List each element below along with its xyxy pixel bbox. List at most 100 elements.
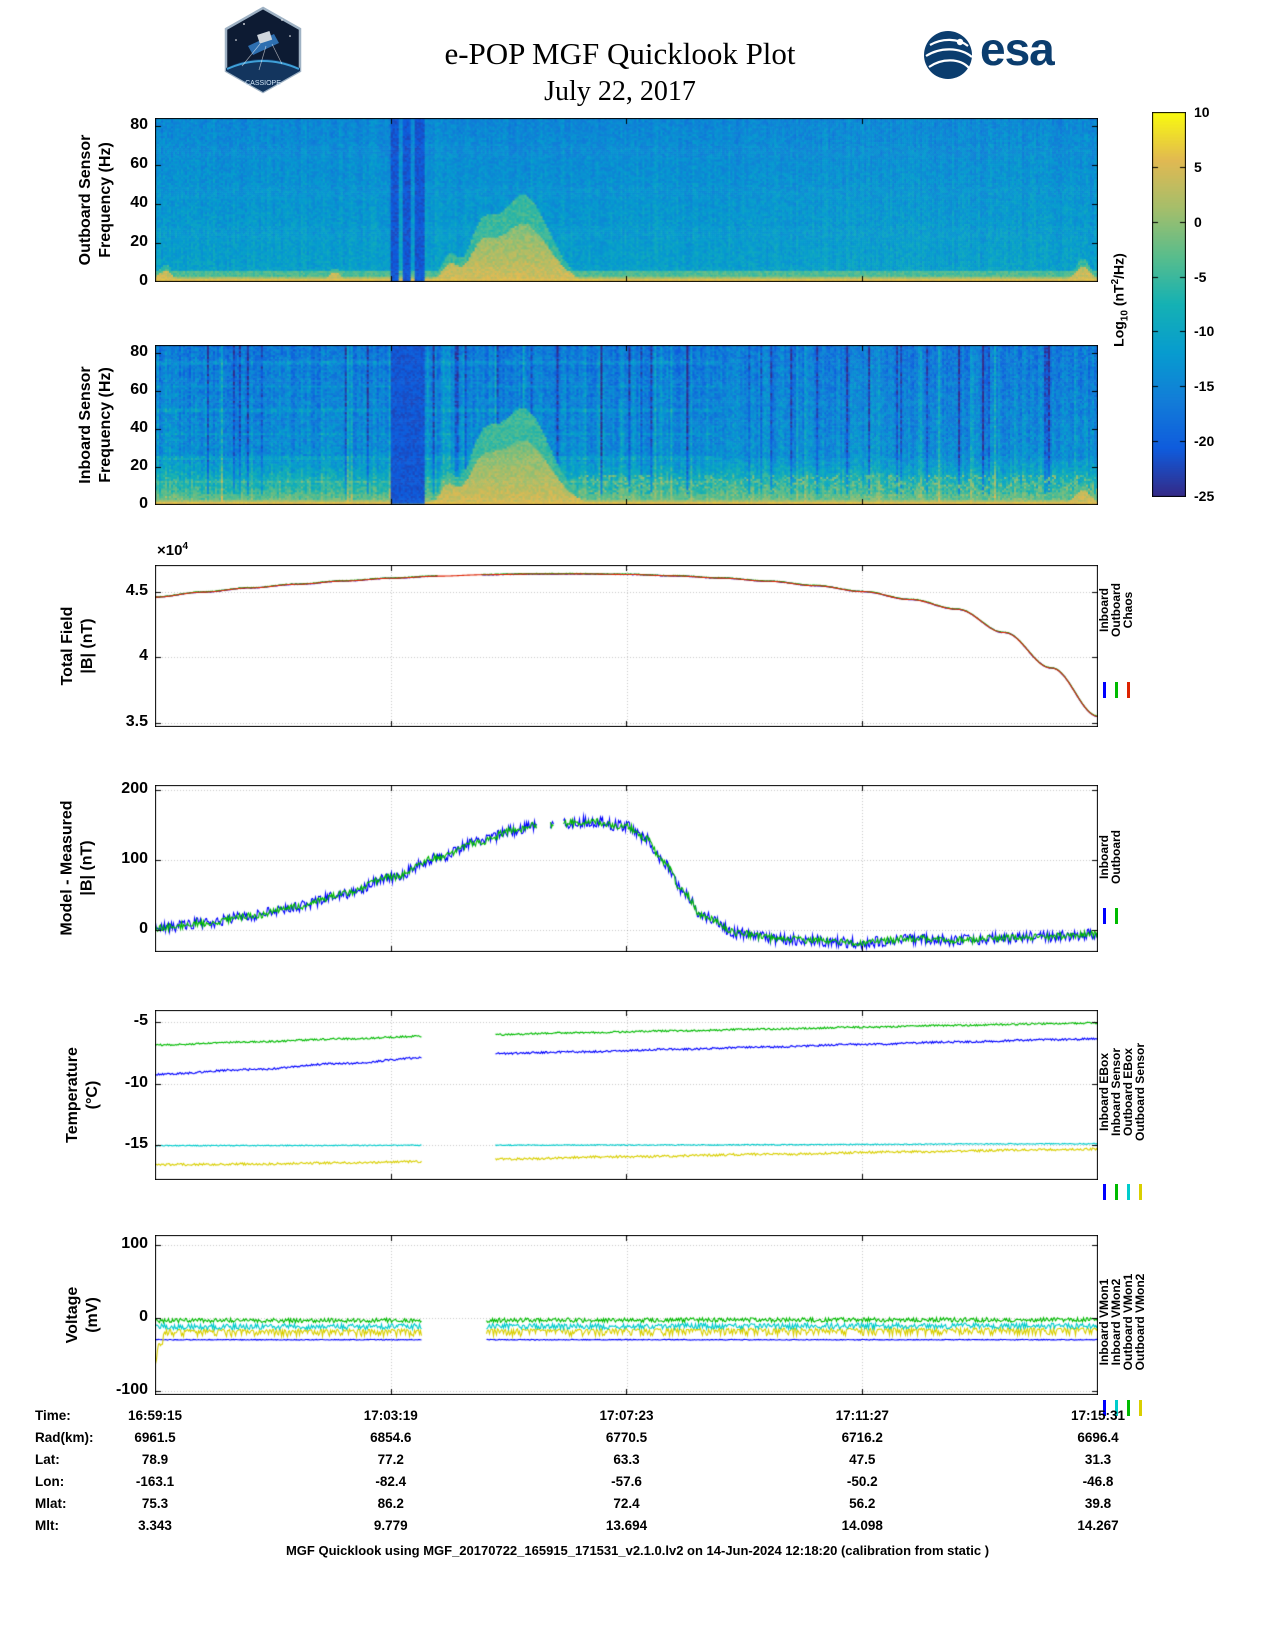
- y-tick-label: 60: [130, 154, 148, 172]
- legend-dash: [1139, 1184, 1142, 1200]
- colorbar-canvas: [1152, 112, 1186, 497]
- table-cell: 17:07:23: [599, 1408, 654, 1423]
- table-cell: 14.267: [1077, 1518, 1119, 1533]
- ylabel-line: Voltage: [64, 1286, 81, 1344]
- colorbar-tick-label: 0: [1194, 213, 1202, 230]
- legend-label: Outboard: [1109, 830, 1123, 884]
- table-cell: 6770.5: [605, 1430, 648, 1445]
- ylabel-line: Temperature: [64, 1047, 81, 1143]
- table-cell: -46.8: [1082, 1474, 1114, 1489]
- satellite-body: [257, 31, 273, 44]
- colorbar-label-part: /Hz): [1110, 253, 1127, 279]
- y-tick-label: 0: [139, 1307, 148, 1325]
- y-tick-label: -10: [124, 1073, 148, 1091]
- esa-logo-text: esa: [980, 23, 1055, 75]
- table-cell: 63.3: [613, 1452, 640, 1467]
- table-row-label: Rad(km):: [35, 1430, 94, 1445]
- star-icon: [281, 19, 283, 21]
- colorbar-tick-label: -25: [1194, 488, 1215, 504]
- legend-dash: [1115, 1184, 1118, 1200]
- legend-dash: [1127, 1400, 1130, 1416]
- legend-dash: [1103, 1400, 1106, 1416]
- table-cell: 78.9: [141, 1452, 169, 1467]
- model-measured-plot-canvas: [155, 785, 1098, 952]
- y-tick-label: -15: [124, 1135, 148, 1153]
- colorbar-tick-label: -10: [1194, 323, 1215, 340]
- colorbar-label-sub: 10: [1119, 310, 1131, 322]
- table-cell: 56.2: [849, 1496, 876, 1511]
- table-row-label: Lat:: [35, 1452, 60, 1467]
- colorbar-tick-label: -5: [1194, 268, 1207, 285]
- table-cell: 17:03:19: [363, 1408, 418, 1423]
- y-tick-label: 100: [121, 1235, 148, 1253]
- legend-label: Outboard Sensor: [1133, 1043, 1147, 1142]
- temperature-ylabel: Temperature (°C): [63, 1010, 103, 1180]
- legend-dash: [1127, 1184, 1130, 1200]
- y-tick-label: 0: [139, 272, 148, 289]
- table-cell: 6854.6: [370, 1430, 412, 1445]
- table-cell: 6961.5: [134, 1430, 176, 1445]
- footer-caption: MGF Quicklook using MGF_20170722_165915_…: [285, 1543, 990, 1558]
- ylabel-line: Model - Measured: [58, 800, 76, 936]
- colorbar-tick-label: 10: [1194, 104, 1210, 120]
- table-cell: 72.4: [613, 1496, 640, 1511]
- table-cell: 6716.2: [841, 1430, 883, 1445]
- legend-dash: [1103, 1184, 1106, 1200]
- colorbar-tick-label: 5: [1194, 158, 1202, 175]
- y-tick-label: 0: [139, 920, 148, 938]
- legend-dash: [1115, 682, 1118, 698]
- table-cell: 47.5: [849, 1452, 876, 1467]
- earth-atmosphere-arc: [226, 60, 300, 70]
- table-cell: 16:59:15: [127, 1408, 183, 1423]
- ylabel-line: (°C): [84, 1080, 101, 1110]
- y-tick-label: 100: [121, 850, 148, 868]
- voltage-plot-canvas: [155, 1235, 1098, 1395]
- table-cell: -82.4: [375, 1474, 407, 1489]
- table-row-label: Time:: [35, 1408, 71, 1423]
- y-axis-multiplier: ×104: [157, 541, 188, 559]
- voltage-ylabel: Voltage (mV): [63, 1235, 103, 1395]
- legend-dash: [1103, 682, 1106, 698]
- table-cell: 77.2: [377, 1452, 404, 1467]
- total-field-ylabel: Total Field |B| (nT): [58, 565, 98, 727]
- table-cell: -50.2: [846, 1474, 878, 1489]
- table-cell: 17:11:27: [835, 1408, 889, 1423]
- y-tick-label: 80: [130, 115, 148, 133]
- table-cell: 13.694: [605, 1518, 648, 1533]
- table-cell: 3.343: [138, 1518, 172, 1533]
- cassiope-logo: CASSIOPE: [224, 6, 302, 94]
- multiplier-exponent: 4: [182, 541, 189, 552]
- legend-label: Outboard VMon2: [1133, 1273, 1147, 1371]
- legend-dash: [1127, 682, 1130, 698]
- ylabel-line: |B| (nT): [78, 840, 96, 896]
- table-cell: 39.8: [1084, 1496, 1112, 1511]
- y-tick-label: 80: [130, 342, 148, 360]
- table-cell: 75.3: [141, 1496, 169, 1511]
- legend-dash: [1115, 1400, 1118, 1416]
- esa-emblem-icon: [924, 31, 973, 79]
- y-tick-label: 40: [130, 193, 148, 211]
- y-tick-label: 4.5: [125, 581, 148, 599]
- page-title: e-POP MGF Quicklook Plot: [444, 36, 796, 71]
- y-tick-label: 0: [139, 495, 148, 512]
- star-icon: [235, 39, 237, 41]
- total-field-plot-canvas: [155, 565, 1098, 727]
- ylabel-line: Outboard Sensor: [77, 134, 94, 266]
- star-icon: [243, 23, 245, 25]
- ylabel-line: Total Field: [59, 606, 76, 686]
- y-tick-label: 4: [139, 647, 148, 665]
- table-cell: 86.2: [377, 1496, 404, 1511]
- table-cell: 31.3: [1084, 1452, 1112, 1467]
- y-tick-label: 3.5: [125, 713, 148, 731]
- colorbar-tick-label: -20: [1194, 433, 1215, 450]
- table-row-label: Mlat:: [35, 1496, 67, 1511]
- ylabel-line: |B| (nT): [79, 618, 96, 674]
- y-tick-label: -5: [133, 1012, 148, 1030]
- esa-logo: esa: [922, 23, 1062, 84]
- temperature-plot-canvas: [155, 1010, 1098, 1180]
- earth-limb: [226, 59, 300, 92]
- table-row-label: Mlt:: [35, 1518, 59, 1533]
- colorbar-label: Log10 (nT2/Hz): [1110, 220, 1130, 380]
- y-tick-label: 20: [130, 232, 148, 250]
